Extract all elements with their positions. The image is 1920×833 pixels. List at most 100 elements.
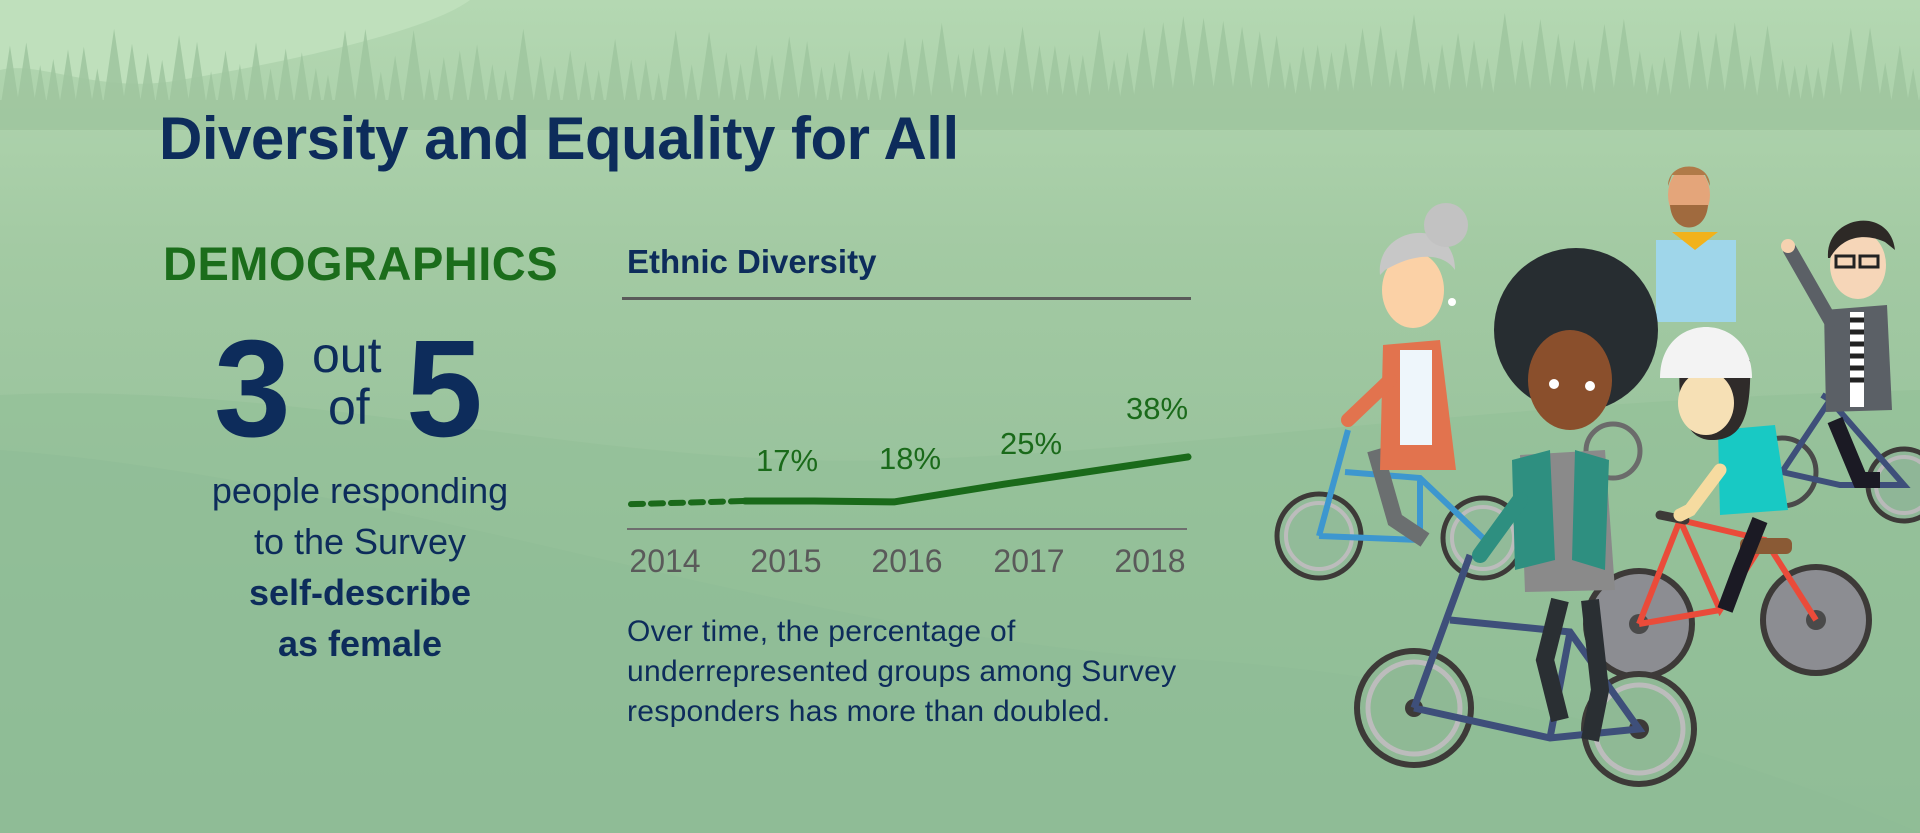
tree-shape bbox=[1645, 63, 1660, 105]
x-axis-line bbox=[627, 528, 1187, 530]
tree-shape bbox=[1592, 23, 1617, 104]
tree-shape bbox=[1432, 44, 1452, 103]
tree-shape bbox=[1132, 26, 1156, 106]
tree-shape bbox=[839, 50, 859, 113]
tree-shape bbox=[466, 44, 489, 118]
tree-shape bbox=[1755, 25, 1780, 107]
tree-shape bbox=[1191, 17, 1217, 105]
tree-shape bbox=[878, 51, 898, 112]
tree-shape bbox=[1889, 45, 1910, 111]
tree-shape bbox=[1799, 63, 1815, 108]
cyclist-woman-front bbox=[1354, 248, 1697, 787]
tree-shape bbox=[1669, 29, 1692, 105]
data-label: 18% bbox=[878, 440, 942, 476]
tree-shape bbox=[215, 50, 236, 116]
tree-shape bbox=[1029, 45, 1050, 108]
stat-line-4: as female bbox=[277, 623, 443, 664]
tree-shape bbox=[1858, 27, 1883, 110]
data-label: 25% bbox=[999, 426, 1063, 462]
x-tick-label: 2015 bbox=[750, 543, 822, 579]
tree-shape bbox=[716, 51, 737, 116]
tree-shape bbox=[963, 47, 983, 110]
tree-shape bbox=[1656, 56, 1673, 105]
tree-shape bbox=[1401, 14, 1427, 103]
page-title: Diversity and Equality for All bbox=[159, 105, 959, 172]
tree-shape bbox=[15, 42, 37, 111]
tree-shape bbox=[1106, 59, 1122, 106]
tree-shape bbox=[745, 44, 767, 115]
tree-shape bbox=[1722, 22, 1748, 106]
tree-shape bbox=[1230, 26, 1254, 104]
tree-shape bbox=[1074, 54, 1092, 107]
tree-shape bbox=[1170, 16, 1197, 105]
tree-shape bbox=[1631, 50, 1649, 105]
stat-description: people responding to the Survey self-des… bbox=[160, 465, 560, 669]
chart-title: Ethnic Diversity bbox=[627, 243, 877, 280]
tree-shape bbox=[663, 30, 689, 117]
tree-shape bbox=[1742, 54, 1759, 107]
tree-shape bbox=[1774, 58, 1791, 108]
tree-shape bbox=[1387, 48, 1405, 103]
tree-shape bbox=[510, 28, 537, 118]
tree-shape bbox=[1905, 67, 1920, 111]
forest-silhouette bbox=[0, 12, 1920, 130]
x-tick-label: 2016 bbox=[871, 543, 943, 579]
stat-out-word: out bbox=[312, 327, 382, 383]
tree-shape bbox=[1248, 31, 1271, 104]
caption-line-2: underrepresented groups among Survey bbox=[627, 655, 1177, 688]
tree-shape bbox=[1787, 65, 1802, 108]
tree-shape bbox=[0, 45, 20, 111]
tree-shape bbox=[1580, 56, 1596, 104]
tree-shape bbox=[1464, 40, 1484, 103]
cyclist-woman-helmet bbox=[1583, 327, 1872, 680]
demographics-heading: DEMOGRAPHICS bbox=[163, 237, 559, 290]
tree-shape bbox=[1705, 32, 1727, 106]
caption-line-3: responders has more than doubled. bbox=[627, 695, 1111, 728]
tree-shape bbox=[995, 46, 1015, 109]
tree-shape bbox=[1010, 26, 1035, 109]
line-series bbox=[741, 453, 1192, 506]
stat-of-word: of bbox=[328, 379, 370, 435]
tree-shape bbox=[32, 65, 48, 111]
cyclist-man-glasses bbox=[1745, 220, 1920, 524]
tree-shape bbox=[949, 53, 968, 110]
tree-shape bbox=[1266, 35, 1287, 103]
tree-shape bbox=[929, 22, 955, 111]
tree-shape bbox=[332, 30, 358, 118]
tree-shape bbox=[1611, 18, 1637, 104]
stat-line-2: to the Survey bbox=[253, 521, 467, 562]
tree-shape bbox=[1351, 27, 1374, 103]
tree-shape bbox=[1447, 32, 1469, 103]
data-label: 17% bbox=[755, 443, 819, 478]
tree-shape bbox=[1512, 39, 1533, 103]
tree-shape bbox=[244, 42, 268, 116]
tree-shape bbox=[1479, 57, 1495, 103]
tree-shape bbox=[796, 41, 819, 114]
tree-shape bbox=[1118, 52, 1136, 106]
tree-shape bbox=[893, 37, 917, 112]
tree-shape bbox=[1822, 41, 1843, 109]
tree-shape bbox=[121, 43, 143, 114]
tree-shape bbox=[762, 54, 782, 115]
tree-shape bbox=[1060, 53, 1078, 107]
tree-shape bbox=[1491, 12, 1518, 103]
tree-shape bbox=[101, 28, 127, 113]
stat-numerator: 3 bbox=[214, 312, 291, 466]
chart-title-rule bbox=[622, 297, 1191, 300]
tree-shape bbox=[1564, 39, 1585, 103]
tree-shape bbox=[1282, 61, 1298, 103]
tree-shape bbox=[777, 36, 801, 115]
tree-shape bbox=[696, 31, 722, 116]
caption-line-1: Over time, the percentage of bbox=[627, 615, 1016, 648]
chart-caption: Over time, the percentage of underrepres… bbox=[627, 612, 1267, 732]
tree-shape bbox=[186, 41, 208, 115]
tree-shape bbox=[1547, 33, 1569, 103]
tree-shape bbox=[400, 29, 427, 118]
tree-shape bbox=[138, 53, 158, 114]
data-label: 38% bbox=[1125, 390, 1189, 426]
stat-denominator: 5 bbox=[406, 312, 483, 466]
tree-shape bbox=[1294, 46, 1313, 103]
tree-shape bbox=[603, 38, 627, 118]
